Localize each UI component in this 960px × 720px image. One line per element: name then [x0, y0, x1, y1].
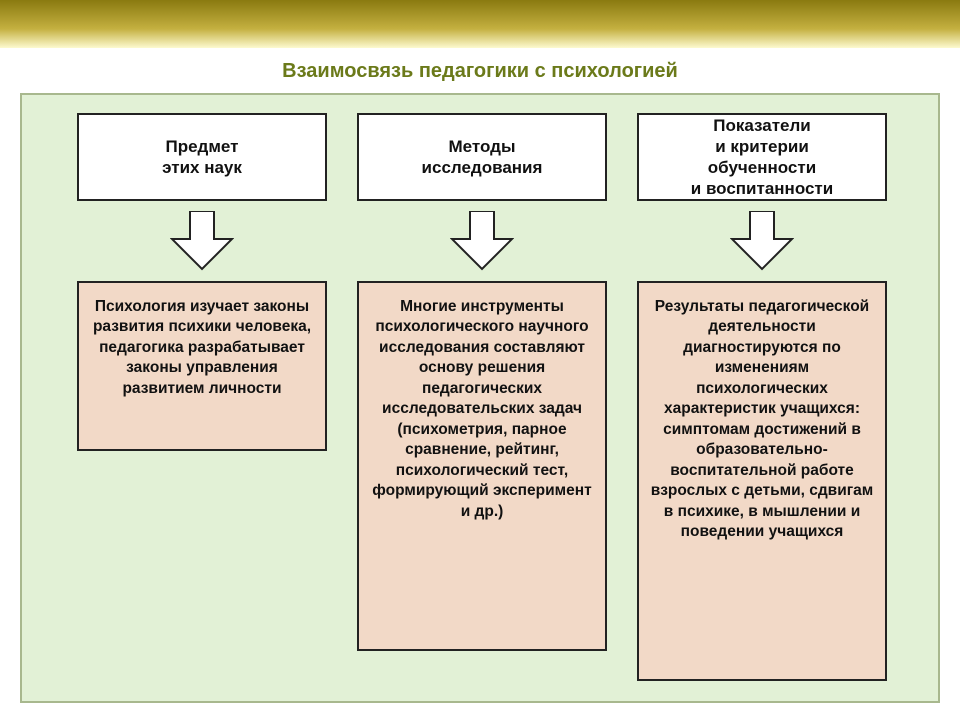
diagram-canvas: Предметэтих наук Психология изучает зако…	[20, 93, 940, 703]
col2-body-box: Многие инструменты психологического науч…	[357, 281, 607, 651]
col2-body-text: Многие инструменты психологического науч…	[372, 298, 591, 520]
col3-body-text: Результаты педагогической деятельности д…	[651, 298, 874, 540]
col1-header-text: Предметэтих наук	[162, 136, 242, 179]
col3-header-box: Показателии критерииобученностии воспита…	[637, 113, 887, 201]
col2-header-box: Методыисследования	[357, 113, 607, 201]
col3-body-box: Результаты педагогической деятельности д…	[637, 281, 887, 681]
down-arrow-icon	[730, 211, 794, 271]
gradient-banner	[0, 0, 960, 48]
column-1: Предметэтих наук Психология изучает зако…	[77, 113, 327, 451]
down-arrow-icon	[450, 211, 514, 271]
col1-arrow	[77, 211, 327, 271]
col1-body-text: Психология изучает законы развития психи…	[93, 298, 311, 397]
down-arrow-icon	[170, 211, 234, 271]
col3-header-text: Показателии критерииобученностии воспита…	[691, 115, 833, 200]
col2-arrow	[357, 211, 607, 271]
col1-header-box: Предметэтих наук	[77, 113, 327, 201]
column-2: Методыисследования Многие инструменты пс…	[357, 113, 607, 651]
col3-arrow	[637, 211, 887, 271]
page-title: Взаимосвязь педагогики с психологией	[0, 60, 960, 83]
col2-header-text: Методыисследования	[422, 136, 543, 179]
title-bar: Взаимосвязь педагогики с психологией	[0, 48, 960, 93]
column-3: Показателии критерииобученностии воспита…	[637, 113, 887, 681]
col1-body-box: Психология изучает законы развития психи…	[77, 281, 327, 451]
